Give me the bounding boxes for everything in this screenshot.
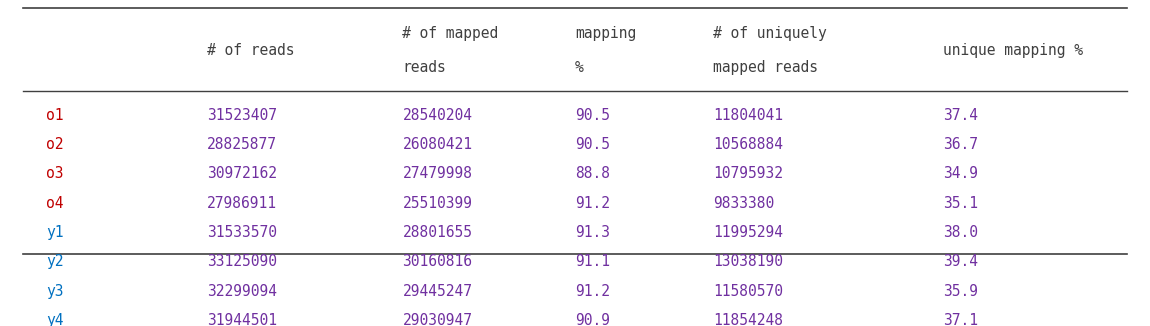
Text: 27986911: 27986911 bbox=[207, 196, 277, 211]
Text: 29030947: 29030947 bbox=[402, 313, 473, 326]
Text: mapped reads: mapped reads bbox=[713, 60, 818, 75]
Text: o4: o4 bbox=[46, 196, 63, 211]
Text: o2: o2 bbox=[46, 137, 63, 152]
Text: 28801655: 28801655 bbox=[402, 225, 473, 240]
Text: 31944501: 31944501 bbox=[207, 313, 277, 326]
Text: 35.9: 35.9 bbox=[943, 284, 978, 299]
Text: 91.2: 91.2 bbox=[575, 196, 610, 211]
Text: 25510399: 25510399 bbox=[402, 196, 473, 211]
Text: 32299094: 32299094 bbox=[207, 284, 277, 299]
Text: y2: y2 bbox=[46, 254, 63, 269]
Text: # of mapped: # of mapped bbox=[402, 26, 499, 41]
Text: 31523407: 31523407 bbox=[207, 108, 277, 123]
Text: y1: y1 bbox=[46, 225, 63, 240]
Text: 39.4: 39.4 bbox=[943, 254, 978, 269]
Text: 11995294: 11995294 bbox=[713, 225, 783, 240]
Text: mapping: mapping bbox=[575, 26, 636, 41]
Text: 91.2: 91.2 bbox=[575, 284, 610, 299]
Text: 91.1: 91.1 bbox=[575, 254, 610, 269]
Text: 91.3: 91.3 bbox=[575, 225, 610, 240]
Text: 27479998: 27479998 bbox=[402, 167, 473, 182]
Text: 90.5: 90.5 bbox=[575, 137, 610, 152]
Text: 37.4: 37.4 bbox=[943, 108, 978, 123]
Text: # of reads: # of reads bbox=[207, 43, 294, 58]
Text: 29445247: 29445247 bbox=[402, 284, 473, 299]
Text: 34.9: 34.9 bbox=[943, 167, 978, 182]
Text: 90.9: 90.9 bbox=[575, 313, 610, 326]
Text: unique mapping %: unique mapping % bbox=[943, 43, 1083, 58]
Text: 28540204: 28540204 bbox=[402, 108, 473, 123]
Text: 11804041: 11804041 bbox=[713, 108, 783, 123]
Text: 38.0: 38.0 bbox=[943, 225, 978, 240]
Text: 35.1: 35.1 bbox=[943, 196, 978, 211]
Text: 26080421: 26080421 bbox=[402, 137, 473, 152]
Text: 37.1: 37.1 bbox=[943, 313, 978, 326]
Text: 11854248: 11854248 bbox=[713, 313, 783, 326]
Text: o1: o1 bbox=[46, 108, 63, 123]
Text: %: % bbox=[575, 60, 584, 75]
Text: # of uniquely: # of uniquely bbox=[713, 26, 827, 41]
Text: y4: y4 bbox=[46, 313, 63, 326]
Text: 30972162: 30972162 bbox=[207, 167, 277, 182]
Text: 33125090: 33125090 bbox=[207, 254, 277, 269]
Text: 13038190: 13038190 bbox=[713, 254, 783, 269]
Text: o3: o3 bbox=[46, 167, 63, 182]
Text: 88.8: 88.8 bbox=[575, 167, 610, 182]
Text: 10795932: 10795932 bbox=[713, 167, 783, 182]
Text: 36.7: 36.7 bbox=[943, 137, 978, 152]
Text: 10568884: 10568884 bbox=[713, 137, 783, 152]
Text: 31533570: 31533570 bbox=[207, 225, 277, 240]
Text: 28825877: 28825877 bbox=[207, 137, 277, 152]
Text: 90.5: 90.5 bbox=[575, 108, 610, 123]
Text: 9833380: 9833380 bbox=[713, 196, 774, 211]
Text: y3: y3 bbox=[46, 284, 63, 299]
Text: 30160816: 30160816 bbox=[402, 254, 473, 269]
Text: reads: reads bbox=[402, 60, 446, 75]
Text: 11580570: 11580570 bbox=[713, 284, 783, 299]
